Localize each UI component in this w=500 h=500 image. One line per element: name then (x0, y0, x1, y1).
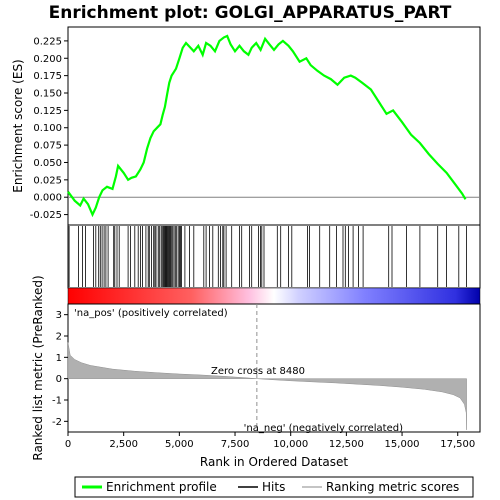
x-tick-label: 15,000 (385, 439, 420, 450)
pos-label: 'na_pos' (positively correlated) (74, 308, 228, 319)
x-axis-label: Rank in Ordered Dataset (200, 455, 348, 469)
metric-y-axis: -2 -1 0 1 2 3 (52, 310, 68, 428)
x-tick-label: 2,500 (109, 439, 138, 450)
chart-title: Enrichment plot: GOLGI_APPARATUS_PART (49, 3, 452, 23)
hits-panel (67, 224, 481, 289)
x-tick-label: 5,000 (165, 439, 194, 450)
metric-y-tick-label: 2 (56, 332, 62, 343)
es-y-tick-label: 0.225 (33, 36, 62, 47)
es-y-tick-label: 0.100 (33, 123, 62, 134)
x-tick-label: 17,500 (440, 439, 475, 450)
es-panel (67, 26, 481, 226)
es-y-tick-label: 0.025 (33, 175, 62, 186)
metric-y-tick-label: 0 (56, 374, 62, 385)
metric-y-tick-label: 3 (56, 310, 62, 321)
x-tick-label: 12,500 (329, 439, 364, 450)
metric-y-label: Ranked list metric (PreRanked) (31, 275, 45, 460)
ranking-metric-area (67, 342, 467, 430)
metric-panel (67, 303, 481, 433)
es-y-tick-label: 0.175 (33, 71, 62, 82)
metric-y-tick-label: -1 (52, 396, 62, 407)
es-y-tick-label: -0.025 (30, 210, 62, 221)
x-tick-label: 0 (65, 439, 71, 450)
es-y-tick-label: 0.000 (33, 193, 62, 204)
neg-label: 'na_neg' (negatively correlated) (244, 423, 403, 434)
legend: Enrichment profile Hits Ranking metric s… (74, 476, 474, 498)
hits-marks (68, 226, 468, 287)
es-y-tick-label: 0.050 (33, 158, 62, 169)
x-tick-label: 10,000 (273, 439, 308, 450)
legend-profile-label: Enrichment profile (106, 480, 217, 494)
es-y-tick-label: 0.125 (33, 106, 62, 117)
enrichment-profile-line (67, 34, 467, 218)
metric-y-tick-label: 1 (56, 353, 62, 364)
legend-metric-label: Ranking metric scores (326, 480, 459, 494)
metric-y-tick-label: -2 (52, 417, 62, 428)
es-y-tick-label: 0.075 (33, 141, 62, 152)
legend-hits-label: Hits (262, 480, 285, 494)
es-y-axis: -0.025 0.000 0.025 0.050 0.075 0.100 0.125 0.15… (30, 36, 68, 221)
zero-cross-label: Zero cross at 8480 (211, 366, 305, 377)
x-axis: 0 2,500 5,000 7,500 10,000 12,500 15,000 17,500 (65, 432, 475, 450)
es-y-tick-label: 0.200 (33, 54, 62, 65)
ranking-color-bar (67, 287, 481, 305)
es-y-tick-label: 0.150 (33, 89, 62, 100)
es-y-label: Enrichment score (ES) (11, 59, 25, 192)
x-tick-label: 7,500 (221, 439, 250, 450)
